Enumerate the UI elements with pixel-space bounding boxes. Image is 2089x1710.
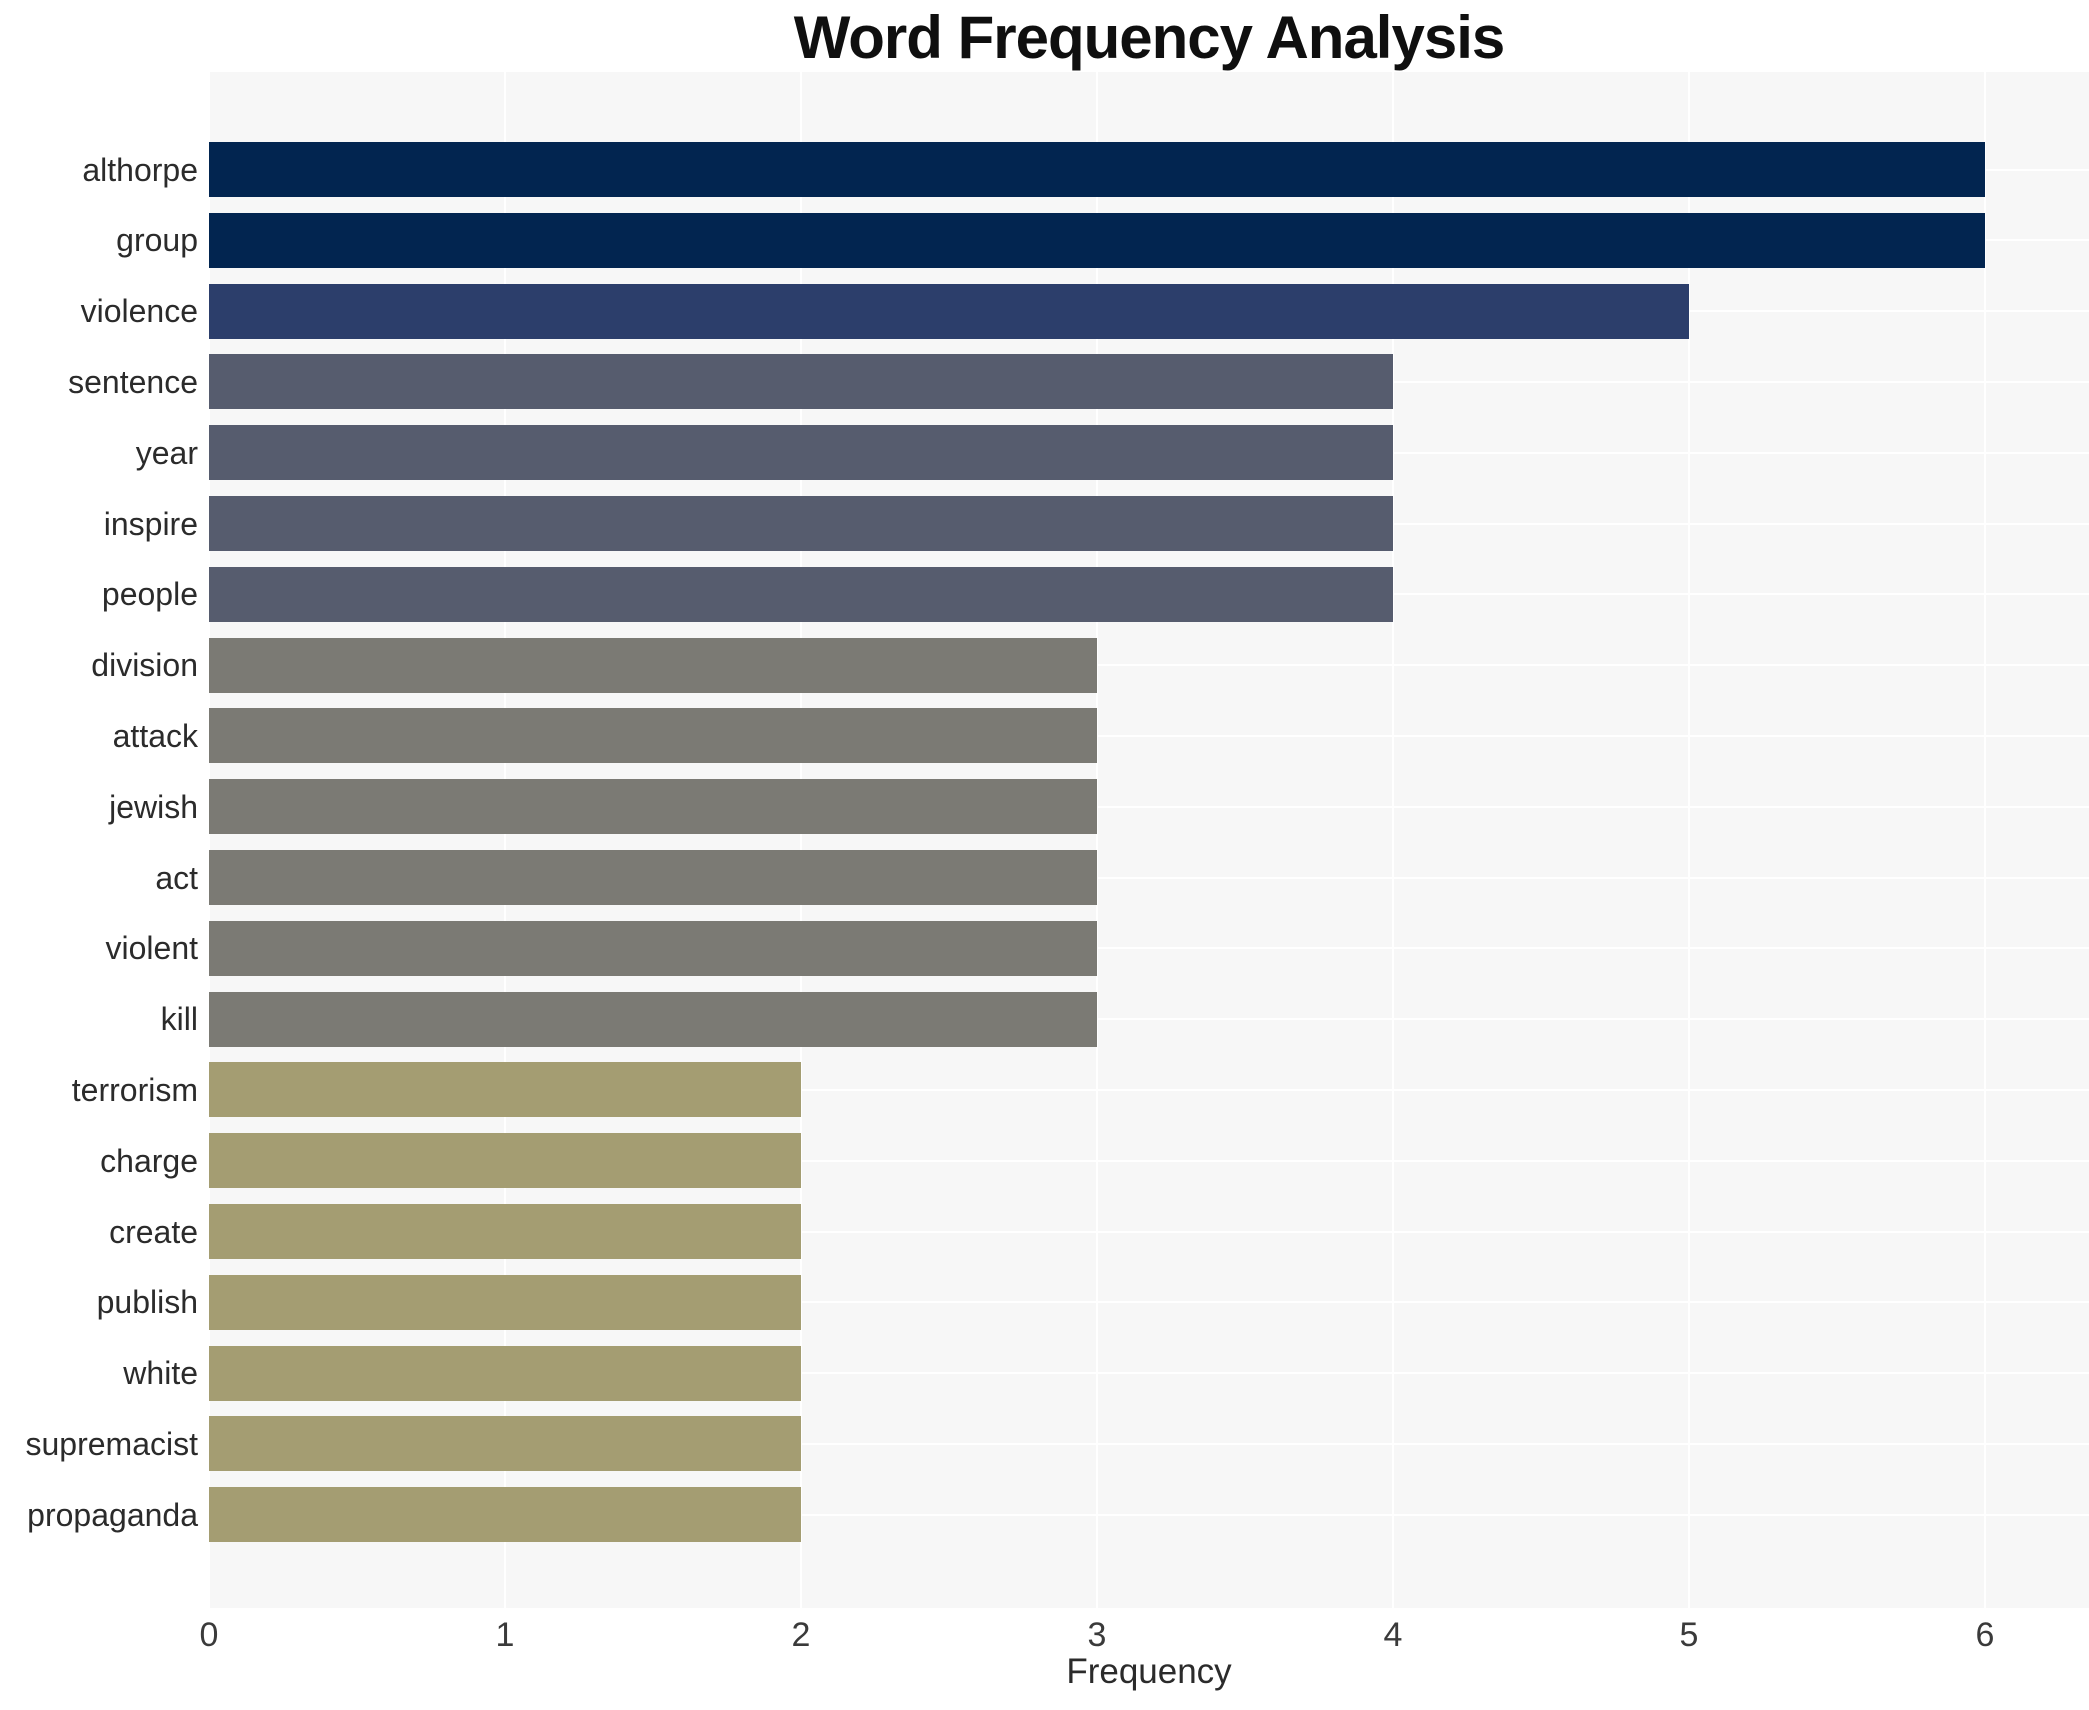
- category-label: people: [101, 576, 198, 613]
- gridline-horizontal: [209, 734, 2089, 737]
- frequency-bar: [209, 566, 1393, 622]
- frequency-bar: [209, 1133, 801, 1189]
- gridline-vertical: [1392, 72, 1394, 1608]
- gridline-horizontal: [209, 1301, 2089, 1304]
- frequency-bar: [209, 1416, 801, 1472]
- frequency-bar: [209, 708, 1097, 764]
- chart-title: Word Frequency Analysis: [793, 4, 1506, 71]
- category-label: charge: [100, 1142, 198, 1179]
- category-label: inspire: [103, 505, 198, 542]
- frequency-bar: [209, 212, 1985, 268]
- gridline-vertical: [1688, 72, 1690, 1608]
- category-label: publish: [96, 1284, 198, 1321]
- gridline-vertical: [208, 72, 210, 1608]
- y-axis-labels: althorpe group violence sentence year inspire…: [0, 72, 199, 1608]
- category-label: sentence: [68, 363, 198, 400]
- category-label: group: [116, 222, 198, 259]
- gridline-horizontal: [209, 1442, 2089, 1445]
- category-label: althorpe: [82, 151, 198, 188]
- gridline-horizontal: [209, 805, 2089, 808]
- category-label: division: [91, 647, 198, 684]
- frequency-bar: [209, 1487, 801, 1543]
- category-label: terrorism: [71, 1071, 198, 1108]
- frequency-bar: [209, 1274, 801, 1330]
- gridline-horizontal: [209, 1159, 2089, 1162]
- gridline-horizontal: [209, 1088, 2089, 1091]
- x-tick-label: 0: [199, 1616, 219, 1654]
- frequency-bar: [209, 920, 1097, 976]
- frequency-bar: [209, 1062, 801, 1118]
- gridline-horizontal: [209, 947, 2089, 950]
- frequency-bar: [209, 991, 1097, 1047]
- category-label: act: [155, 859, 198, 896]
- gridline-horizontal: [209, 1513, 2089, 1516]
- frequency-bar: [209, 425, 1393, 481]
- category-label: create: [109, 1213, 198, 1250]
- gridline-vertical: [800, 72, 802, 1608]
- gridline-vertical: [1096, 72, 1098, 1608]
- gridline-horizontal: [209, 1372, 2089, 1375]
- category-label: violence: [80, 293, 198, 330]
- x-tick-label: 3: [1087, 1616, 1107, 1654]
- x-tick-label: 4: [1383, 1616, 1403, 1654]
- frequency-bar: [209, 283, 1689, 339]
- frequency-bar: [209, 496, 1393, 551]
- category-label: attack: [112, 717, 198, 754]
- category-label: supremacist: [25, 1425, 199, 1462]
- category-label: white: [123, 1355, 198, 1392]
- frequency-bar: [209, 779, 1097, 835]
- x-tick-label: 5: [1679, 1616, 1699, 1654]
- frequency-bar: [209, 354, 1393, 410]
- frequency-bar: [209, 637, 1097, 693]
- gridline-vertical: [504, 72, 506, 1608]
- gridline-horizontal: [209, 1230, 2089, 1233]
- category-label: year: [135, 434, 198, 471]
- x-tick-label: 1: [495, 1616, 515, 1654]
- frequency-bar: [209, 142, 1985, 197]
- x-tick-label: 2: [791, 1616, 811, 1654]
- frequency-bar: [209, 850, 1097, 905]
- category-label: violent: [105, 930, 199, 967]
- plot-area: [208, 72, 2089, 1608]
- x-tick-label: 6: [1975, 1616, 1995, 1654]
- gridline-horizontal: [209, 664, 2089, 667]
- frequency-bar: [209, 1204, 801, 1259]
- gridline-horizontal: [209, 876, 2089, 879]
- x-axis-label: Frequency: [1066, 1652, 1232, 1691]
- frequency-bar: [209, 1345, 801, 1401]
- category-label: kill: [160, 1001, 198, 1038]
- category-label: propaganda: [27, 1496, 198, 1533]
- category-label: jewish: [109, 788, 198, 825]
- gridline-vertical: [1984, 72, 1986, 1608]
- gridline-horizontal: [209, 1018, 2089, 1021]
